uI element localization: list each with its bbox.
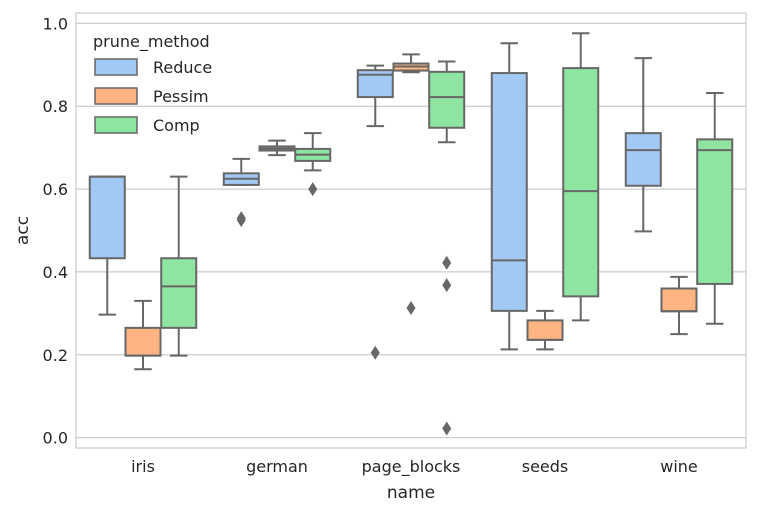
legend-label: Reduce	[153, 58, 212, 77]
legend-item-reduce: Reduce	[94, 58, 212, 77]
box-pessim-seeds	[526, 309, 564, 351]
box-body	[428, 70, 466, 129]
legend-label: Pessim	[153, 87, 209, 106]
legend-swatch	[94, 116, 138, 134]
flier-point	[236, 211, 246, 226]
box-body	[160, 257, 198, 329]
box-body	[88, 175, 126, 260]
y-tick-labels: 0.0 0.2 0.4 0.6 0.8 1.0	[43, 14, 68, 447]
y-tick-label: 0.6	[43, 180, 68, 199]
x-tick-labels: iris german page_blocks seeds wine	[131, 457, 698, 477]
box-pessim-wine	[660, 275, 698, 336]
box-body	[696, 138, 734, 285]
box-reduce-page_blocks	[356, 64, 394, 360]
x-tick-label: page_blocks	[362, 457, 461, 477]
legend-title: prune_method	[93, 32, 210, 52]
legend: prune_method Reduce Pessim Comp	[93, 32, 212, 135]
flier-point	[442, 421, 452, 436]
flier-point	[308, 182, 318, 197]
box-comp-german	[294, 132, 332, 197]
y-axis-label: acc	[13, 216, 33, 245]
box-reduce-german	[222, 157, 260, 228]
flier-point	[442, 255, 452, 270]
box-body	[490, 72, 528, 312]
box-pessim-iris	[124, 299, 162, 371]
box-body	[562, 67, 600, 298]
box-reduce-wine	[624, 57, 662, 233]
x-tick-label: seeds	[522, 457, 569, 476]
legend-swatch	[94, 87, 138, 105]
y-tick-label: 0.2	[43, 346, 68, 365]
x-tick-label: iris	[131, 457, 155, 476]
legend-item-comp: Comp	[94, 116, 200, 135]
box-body	[526, 319, 564, 341]
flier-point	[406, 300, 416, 315]
box-reduce-iris	[88, 175, 126, 316]
box-comp-seeds	[562, 32, 600, 322]
box-reduce-seeds	[490, 42, 528, 351]
x-tick-label: german	[246, 457, 308, 476]
y-tick-label: 1.0	[43, 14, 68, 33]
box-pessim-page_blocks	[392, 53, 430, 315]
legend-item-pessim: Pessim	[94, 87, 209, 106]
box-comp-page_blocks	[428, 60, 466, 436]
y-tick-label: 0.4	[43, 263, 68, 282]
box-comp-wine	[696, 91, 734, 325]
box-body	[660, 287, 698, 313]
y-tick-label: 0.8	[43, 97, 68, 116]
box-pessim-german	[258, 139, 296, 157]
plot-frame	[75, 12, 747, 449]
boxes	[88, 32, 734, 436]
flier-point	[442, 278, 452, 293]
x-tick-label: wine	[660, 457, 698, 476]
box-body	[124, 326, 162, 357]
box-body	[624, 132, 662, 187]
box-comp-iris	[160, 175, 198, 357]
legend-swatch	[94, 58, 138, 76]
x-axis-label: name	[387, 483, 435, 503]
y-tick-label: 0.0	[43, 429, 68, 448]
flier-point	[370, 345, 380, 360]
legend-label: Comp	[153, 116, 200, 135]
